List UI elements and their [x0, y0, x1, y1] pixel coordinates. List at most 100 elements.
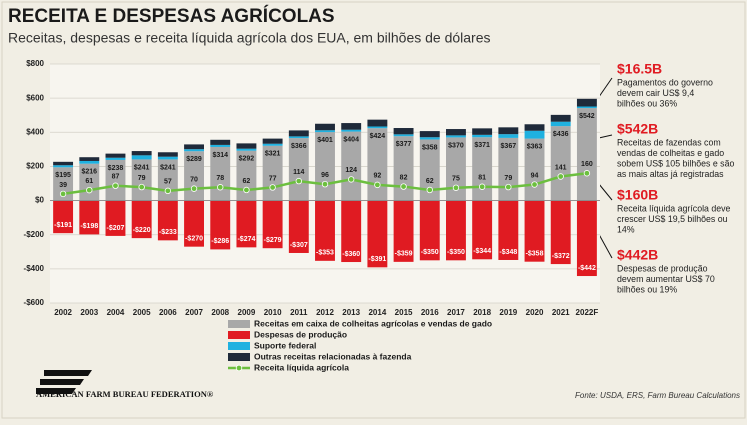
bar-segment	[210, 139, 231, 145]
bar-segment	[367, 119, 388, 127]
bar-segment	[446, 129, 466, 136]
value-label: $377	[396, 141, 412, 148]
annotation-title: $16.5B	[617, 61, 662, 77]
x-tick-label: 2018	[473, 308, 491, 317]
value-label: $542	[579, 113, 595, 120]
value-label: $241	[134, 164, 150, 171]
bar-segment	[341, 131, 362, 201]
value-label: -$344	[473, 248, 491, 255]
x-tick-label: 2013	[342, 308, 360, 317]
value-label: -$198	[80, 223, 98, 230]
x-tick-label: 2008	[211, 308, 229, 317]
bar-segment	[576, 106, 597, 109]
annotation-text: bilhões ou 36%	[617, 98, 677, 108]
net-label: 94	[531, 172, 539, 179]
bar-segment	[131, 155, 152, 160]
x-tick-label: 2004	[107, 308, 125, 317]
y-tick-label: -$600	[24, 298, 45, 307]
x-tick-label: 2021	[552, 308, 570, 317]
bar-segment	[550, 114, 571, 122]
bar-segment	[79, 160, 100, 164]
net-point	[86, 186, 93, 194]
bar-segment	[446, 135, 466, 138]
net-point	[217, 184, 224, 191]
bar-segment	[131, 200, 152, 239]
bar-segment	[472, 137, 493, 201]
x-tick-label: 2007	[185, 308, 203, 317]
x-tick-label: 2022F	[576, 308, 599, 317]
annotation-text: vendas de colheitas e gado	[617, 148, 724, 158]
value-label: -$358	[526, 251, 544, 258]
bar-segment	[419, 139, 440, 201]
y-tick-label: $800	[26, 59, 44, 68]
value-label: -$372	[552, 253, 570, 260]
logo-mark	[36, 370, 92, 394]
net-label: 57	[164, 179, 172, 186]
legend-label: Suporte federal	[254, 340, 316, 350]
net-label: 92	[373, 173, 381, 180]
x-tick-label: 2012	[316, 308, 334, 317]
bar-segment	[315, 123, 335, 131]
annotation-text: as mais altas já registradas	[617, 169, 724, 179]
bar-segment	[184, 149, 204, 152]
y-tick-label: $200	[26, 162, 44, 171]
bar-segment	[210, 200, 231, 250]
bar-segment	[498, 134, 519, 138]
bar-segment	[419, 200, 440, 261]
bar-segment	[236, 143, 257, 149]
bar-segment	[550, 126, 571, 201]
value-label: $195	[55, 172, 71, 179]
net-point	[452, 184, 460, 191]
bar-segment	[498, 200, 519, 260]
bar-segment	[105, 200, 126, 236]
bar-segment	[341, 129, 362, 132]
value-label: $366	[291, 143, 307, 150]
bar-segment	[131, 159, 152, 201]
value-label: -$350	[421, 249, 439, 256]
legend-swatch	[228, 353, 250, 361]
net-point	[243, 186, 250, 194]
bar-segment	[550, 121, 571, 127]
net-point	[112, 182, 119, 189]
net-label: 82	[400, 174, 408, 181]
bar-segment	[262, 138, 283, 144]
net-point	[295, 177, 303, 185]
value-label: $371	[474, 142, 490, 149]
bar-segment	[184, 144, 204, 150]
net-label: 61	[85, 178, 93, 185]
bar-segment	[393, 136, 414, 201]
x-tick-label: 2006	[159, 308, 177, 317]
y-tick-label: -$400	[24, 264, 45, 273]
legend-swatch	[228, 320, 250, 328]
value-label: -$207	[107, 225, 125, 232]
net-label: 62	[426, 178, 434, 185]
bar-segment	[236, 200, 257, 248]
value-label: -$307	[290, 242, 308, 249]
value-label: -$270	[185, 236, 203, 243]
bar-segment	[524, 124, 545, 131]
value-label: $314	[212, 152, 228, 159]
value-label: $358	[422, 144, 438, 151]
bar-segment	[288, 138, 309, 201]
x-tick-label: 2020	[526, 308, 544, 317]
value-label: -$353	[316, 250, 334, 257]
bar-segment	[524, 130, 545, 139]
bar-segment	[79, 200, 100, 235]
x-tick-label: 2014	[368, 308, 386, 317]
bar-segment	[472, 134, 493, 138]
value-label: -$233	[159, 229, 177, 236]
legend-swatch	[235, 364, 243, 372]
y-tick-label: $600	[26, 93, 44, 102]
net-point	[583, 170, 591, 177]
bar-segment	[105, 157, 126, 160]
bar-segment	[367, 200, 388, 268]
net-label: 160	[581, 161, 593, 168]
annotation-text: Receita líquida agrícola deve	[617, 203, 731, 213]
annotation-title: $442B	[617, 247, 658, 263]
net-label: 87	[112, 174, 120, 181]
bar-segment	[446, 137, 466, 201]
net-label: 39	[59, 182, 67, 189]
value-label: $238	[108, 165, 124, 172]
bar-segment	[315, 130, 335, 133]
value-label: $321	[265, 151, 281, 158]
